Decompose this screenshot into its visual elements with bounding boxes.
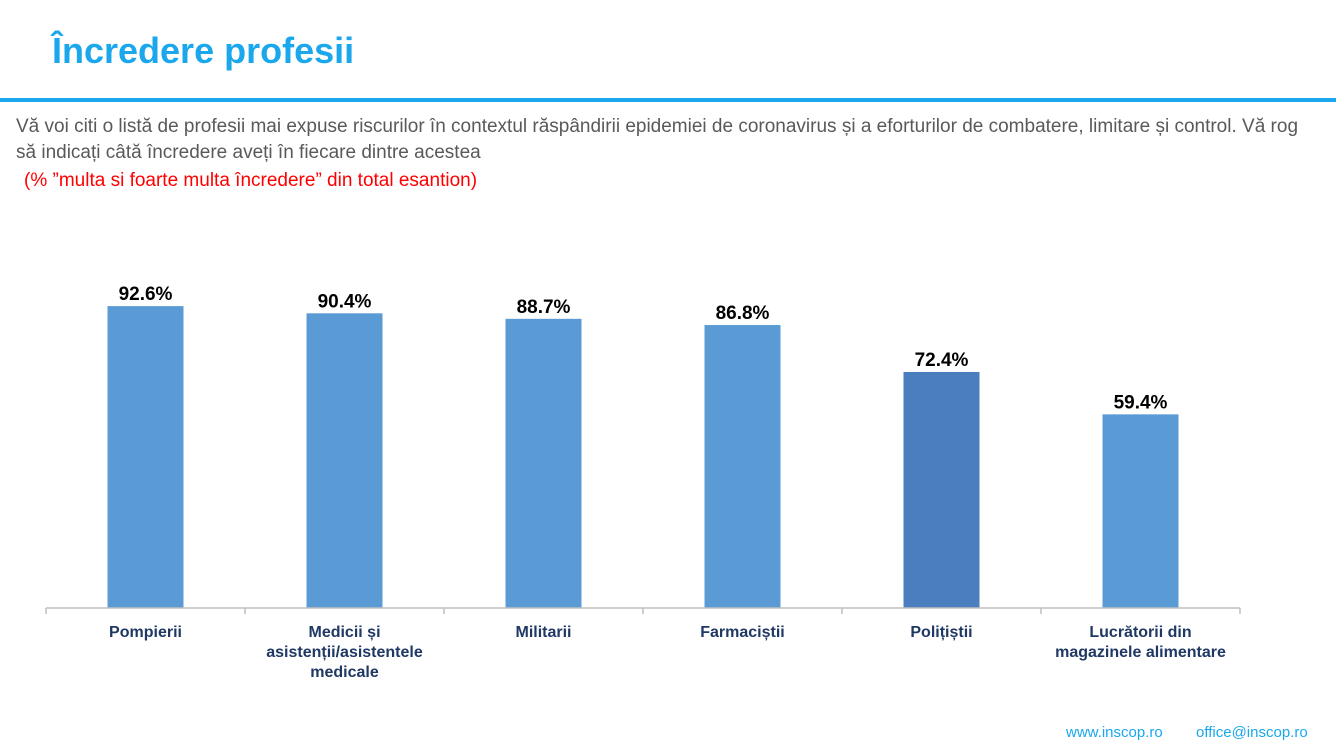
- website-link[interactable]: www.inscop.ro: [1066, 724, 1163, 741]
- category-label-line: Militarii: [515, 624, 571, 641]
- category-label-line: Medicii și: [308, 624, 380, 641]
- data-label: 72.4%: [915, 350, 969, 371]
- category-label-line: Farmaciștii: [700, 624, 784, 641]
- bar: [1102, 414, 1179, 608]
- category-label-line: Lucrătorii din: [1089, 624, 1191, 641]
- data-label: 59.4%: [1114, 392, 1168, 413]
- bar: [704, 325, 781, 608]
- category-label-line: Polițiștii: [910, 624, 972, 641]
- category-label-line: magazinele alimentare: [1055, 644, 1226, 661]
- bar: [107, 306, 184, 608]
- category-label: Lucrătorii din magazinele alimentare: [1055, 624, 1226, 661]
- bar: [306, 313, 383, 608]
- survey-question: Vă voi citi o listă de profesii mai expu…: [16, 116, 1299, 163]
- page-title: Încredere profesii: [52, 30, 355, 71]
- title-divider: [0, 98, 1336, 102]
- chart-note: (% ”multa si foarte multa încredere” din…: [24, 170, 478, 191]
- bar-chart: 92.6% Pompierii 90.4% Medicii și asistenții/…: [45, 284, 1241, 681]
- bar: [505, 318, 582, 608]
- data-label: 86.8%: [716, 303, 770, 324]
- category-label: Militarii: [515, 624, 571, 641]
- category-label-line: Pompierii: [109, 624, 182, 641]
- category-label: Medicii și asistenții/asistentele medicale: [266, 624, 423, 681]
- data-label: 90.4%: [318, 291, 372, 312]
- category-label: Farmaciștii: [700, 624, 784, 641]
- category-label-line: asistenții/asistentele: [266, 644, 423, 661]
- email-link[interactable]: office@inscop.ro: [1196, 724, 1308, 741]
- category-label-line: medicale: [310, 664, 379, 681]
- category-label: Polițiștii: [910, 624, 972, 641]
- bar: [903, 371, 980, 608]
- data-label: 92.6%: [119, 284, 173, 305]
- category-label: Pompierii: [109, 624, 182, 641]
- data-label: 88.7%: [517, 297, 571, 318]
